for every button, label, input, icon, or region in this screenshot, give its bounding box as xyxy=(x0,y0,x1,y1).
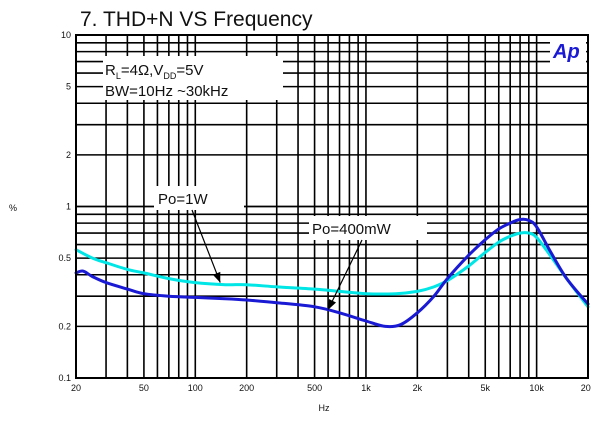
conditions-line-2: BW=10Hz ~30kHz xyxy=(105,83,228,100)
x-axis-label: Hz xyxy=(319,403,330,413)
x-tick-label: 1k xyxy=(361,383,371,393)
chart-title: 7. THD+N VS Frequency xyxy=(80,8,313,31)
axis-layer: 20 50 100 200 500 1k 2k 5k 10k 20k 0.1 0.2 0.5 1 2 5 10 xyxy=(58,30,591,393)
annotation-arrow-line xyxy=(191,209,221,283)
x-tick-label: 2k xyxy=(413,383,423,393)
x-tick-label: 50 xyxy=(139,383,149,393)
annotation-arrow-head xyxy=(328,299,337,310)
y-axis-label: % xyxy=(9,203,17,213)
x-tick-label: 500 xyxy=(307,383,322,393)
y-tick-label: 0.2 xyxy=(58,321,71,331)
conditions-box xyxy=(103,56,283,100)
y-tick-label: 2 xyxy=(66,150,71,160)
y-tick-label: 10 xyxy=(61,30,71,40)
y-tick-label: 1 xyxy=(66,202,71,212)
x-tick-label: 20k xyxy=(581,383,591,393)
ap-logo: Ap xyxy=(552,41,580,63)
y-tick-label: 5 xyxy=(66,82,71,92)
x-tick-label: 10k xyxy=(529,383,544,393)
x-tick-label: 5k xyxy=(480,383,490,393)
series-line-po-1w xyxy=(74,231,590,309)
series-layer xyxy=(74,217,590,329)
arrow-layer xyxy=(191,209,363,311)
annotation-po400mw-box xyxy=(309,216,427,240)
x-tick-label: 100 xyxy=(188,383,203,393)
annotation-po1w-box xyxy=(154,186,244,210)
y-tick-label: 0.5 xyxy=(58,253,71,263)
annotation-arrow-head xyxy=(212,271,221,283)
conditions-line-1: RL=4Ω,VDD=5V xyxy=(105,62,203,81)
series-line-po-400mw xyxy=(74,217,590,329)
annotation-arrow-line xyxy=(327,239,363,311)
x-tick-label: 20 xyxy=(71,383,81,393)
logo-box xyxy=(550,37,586,63)
y-tick-label: 0.1 xyxy=(58,373,71,383)
annotation-po400mw-label: Po=400mW xyxy=(312,221,392,238)
x-tick-label: 200 xyxy=(239,383,254,393)
annotation-po1w-label: Po=1W xyxy=(158,191,208,208)
plot-border xyxy=(75,34,589,379)
